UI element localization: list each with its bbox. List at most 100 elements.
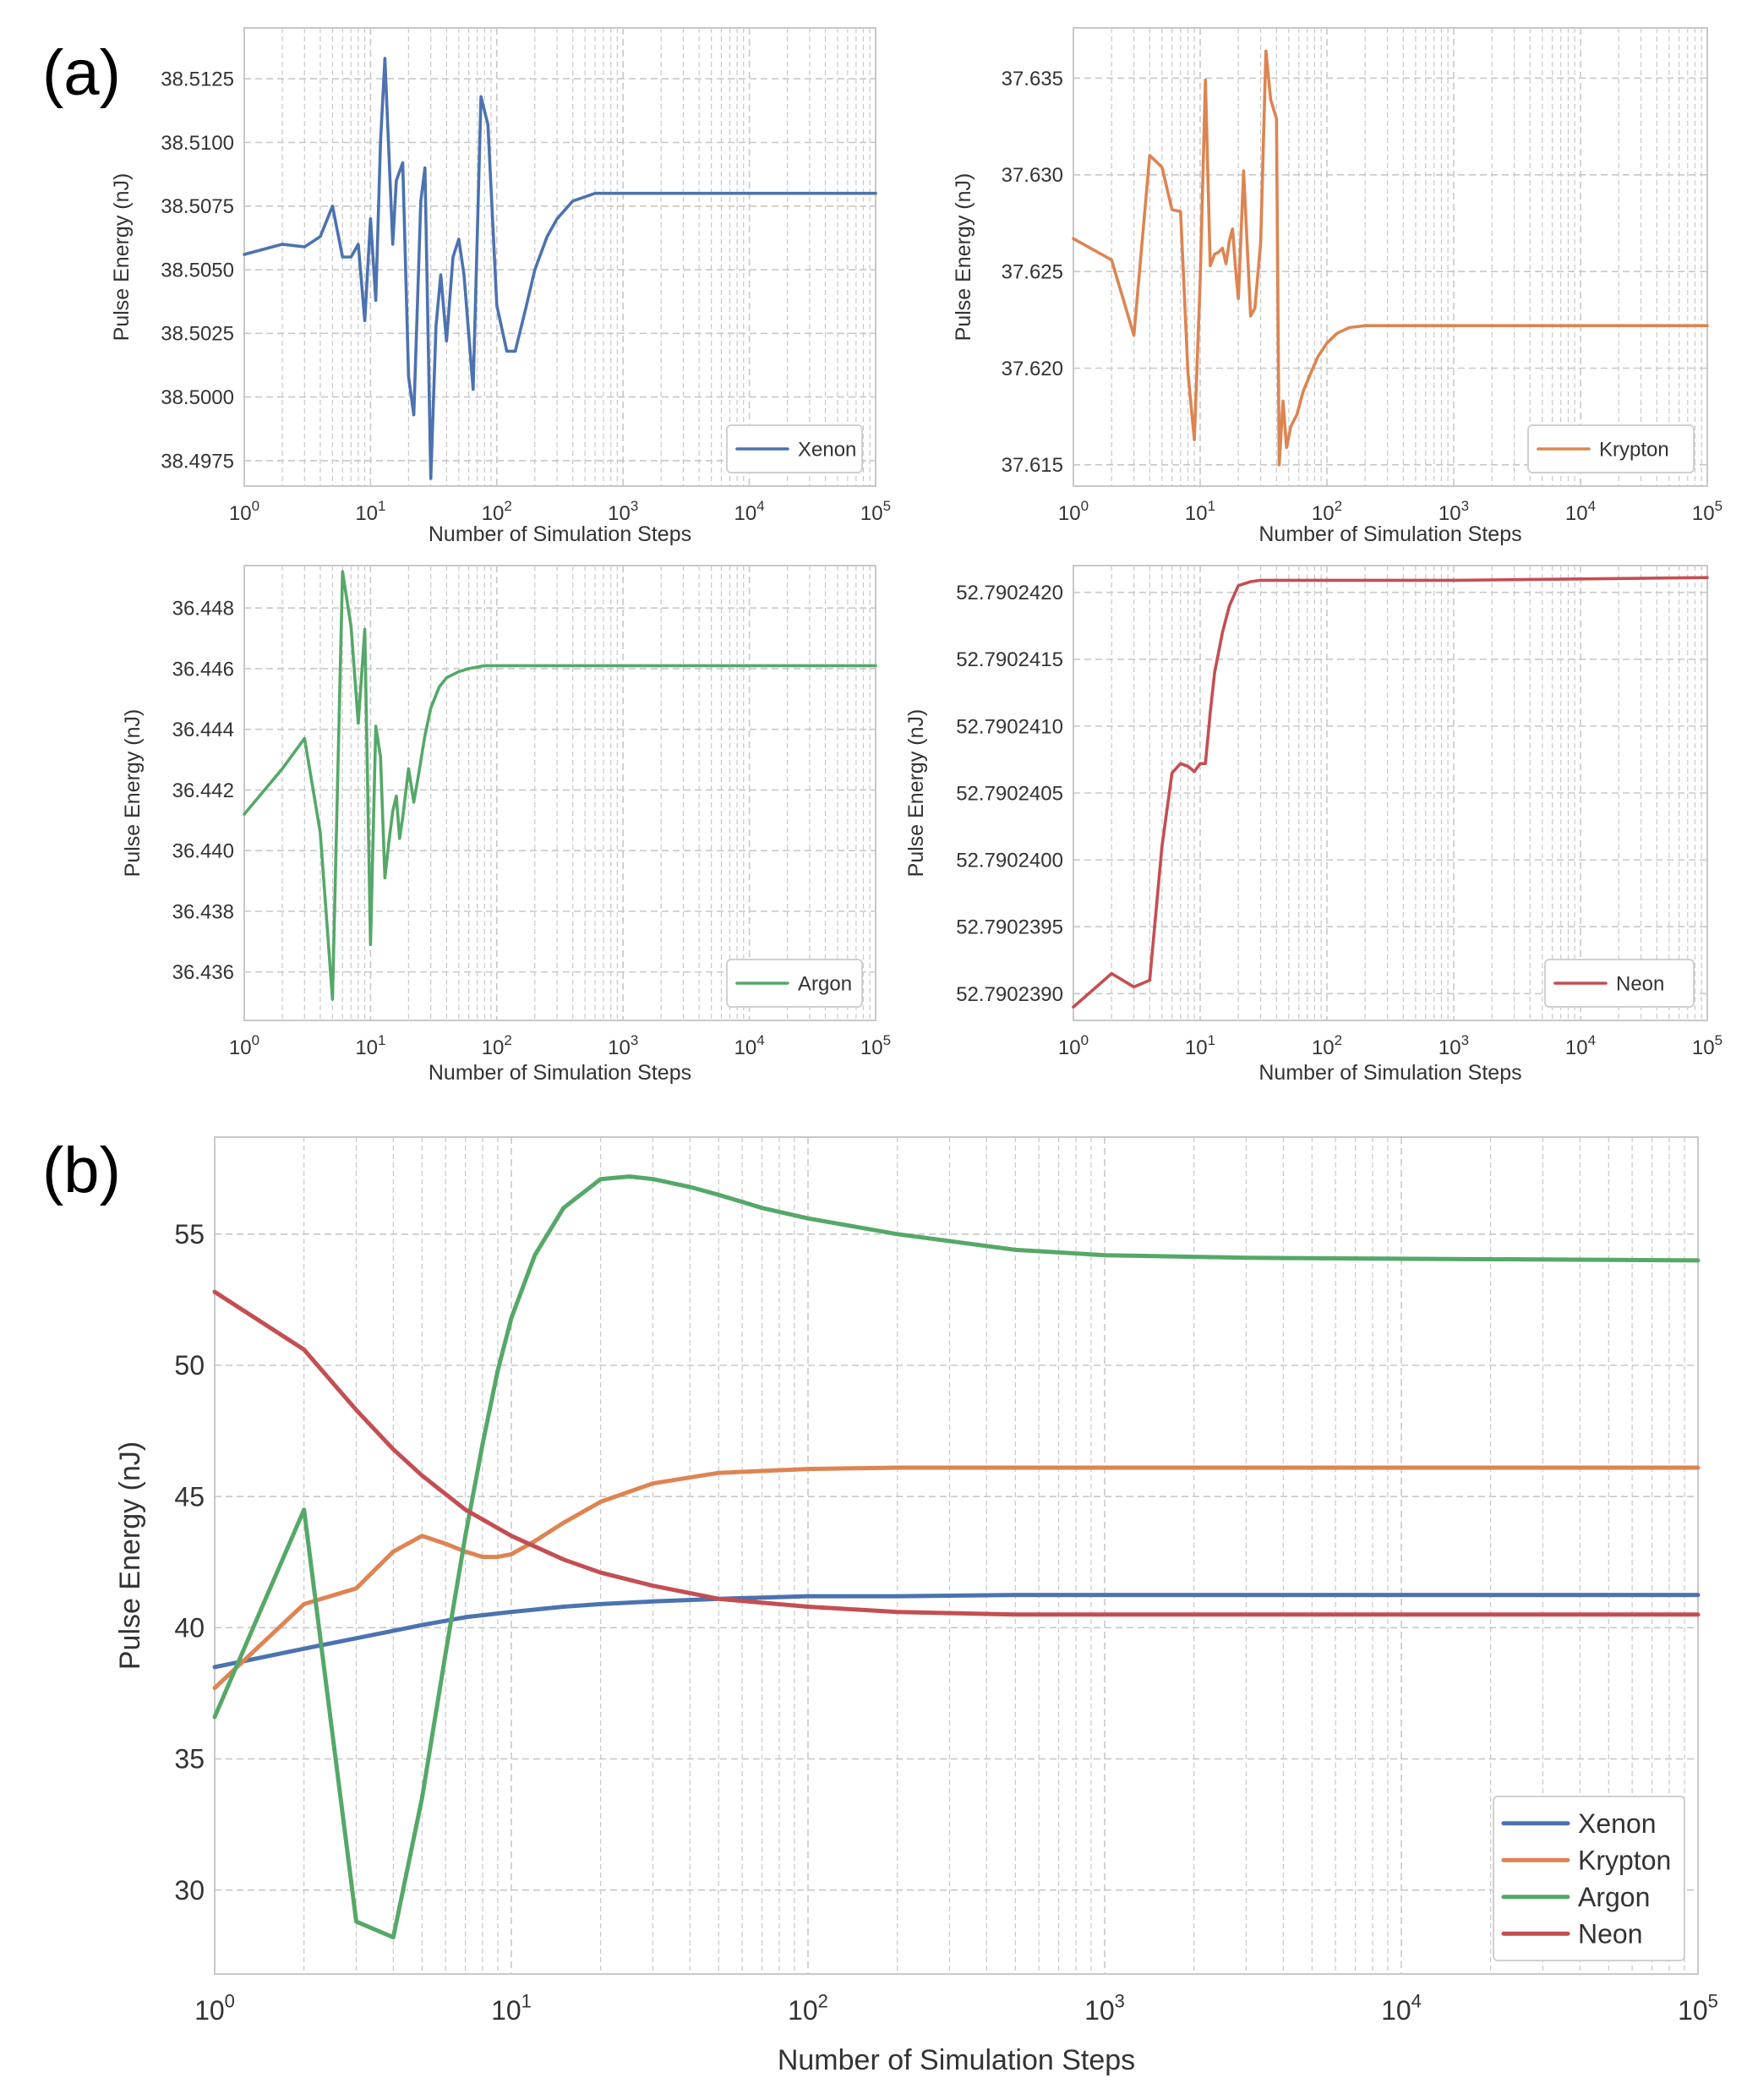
y-tick-label: 37.625: [1002, 261, 1063, 284]
chart-0: 100 101 102 103 104 105 38.4975 38.5000 38.5025 3…: [110, 27, 891, 546]
y-tick-label: 30: [174, 1875, 205, 1906]
series-line-xenon: [212, 1593, 1701, 1670]
y-tick-label: 40: [174, 1613, 205, 1643]
y-axis-label: Pulse Energy (nJ): [904, 709, 928, 878]
x-tick-label: 103: [608, 1032, 638, 1059]
y-tick-label: 38.5075: [161, 195, 234, 218]
y-tick-label: 36.448: [172, 598, 234, 621]
x-axis-label: Number of Simulation Steps: [429, 522, 691, 546]
y-tick-label: 36.442: [172, 779, 234, 802]
legend-label-krypton: Krypton: [1599, 438, 1669, 461]
x-tick-label: 104: [1565, 1032, 1596, 1059]
legend-label-xenon: Xenon: [1578, 1808, 1657, 1839]
x-tick-label: 104: [734, 1032, 765, 1059]
y-tick-label: 38.5025: [161, 323, 234, 346]
x-tick-label: 104: [734, 498, 765, 525]
y-tick-label: 52.7902400: [956, 850, 1063, 872]
y-tick-label: 52.7902420: [956, 582, 1063, 604]
y-axis-label: Pulse Energy (nJ): [121, 709, 145, 878]
y-tick-label: 55: [174, 1219, 205, 1250]
series-line-neon: [1072, 576, 1709, 1009]
y-axis-label: Pulse Energy (nJ): [110, 173, 134, 342]
plot-frame: [1073, 27, 1708, 487]
x-tick-label: 102: [788, 1991, 828, 2026]
series-line-argon: [243, 570, 877, 1001]
x-tick-label: 100: [1058, 498, 1089, 525]
legend-box: [726, 959, 863, 1008]
y-tick-label: 50: [174, 1350, 205, 1381]
x-tick-label: 100: [229, 498, 259, 525]
y-tick-label: 36.438: [172, 900, 234, 923]
x-tick-label: 100: [229, 1032, 259, 1059]
x-tick-label: 102: [482, 498, 512, 525]
y-tick-label: 52.7902415: [956, 648, 1063, 671]
legend-label-xenon: Xenon: [798, 438, 856, 461]
x-tick-label: 103: [1439, 498, 1469, 525]
y-tick-label: 36.446: [172, 658, 234, 681]
legend-box: [1544, 959, 1695, 1008]
legend-label-krypton: Krypton: [1578, 1845, 1671, 1875]
y-tick-label: 52.7902390: [956, 983, 1063, 1006]
y-tick-label: 37.615: [1002, 454, 1063, 477]
legend-label-neon: Neon: [1616, 972, 1664, 995]
y-tick-label: 52.7902405: [956, 782, 1063, 805]
plot-frame: [243, 27, 876, 487]
y-tick-label: 37.630: [1002, 164, 1063, 187]
x-tick-label: 101: [355, 498, 385, 525]
x-tick-label: 103: [1084, 1991, 1125, 2026]
y-tick-label: 52.7902410: [956, 715, 1063, 738]
series-line-krypton: [1072, 49, 1709, 467]
x-axis-label: Number of Simulation Steps: [1258, 1061, 1521, 1085]
x-axis-label: Number of Simulation Steps: [1258, 522, 1521, 546]
x-tick-label: 102: [1312, 498, 1342, 525]
y-axis-label: Pulse Energy (nJ): [114, 1441, 146, 1670]
x-tick-label: 102: [482, 1032, 512, 1059]
x-tick-label: 105: [860, 498, 891, 525]
x-tick-label: 103: [1439, 1032, 1469, 1059]
plot-frame: [214, 1136, 1699, 1975]
chart-1: 100 101 102 103 104 105 37.615 37.620 37.625 37.6…: [952, 27, 1722, 546]
y-tick-label: 38.5100: [161, 132, 234, 155]
x-tick-label: 101: [355, 1032, 385, 1059]
legend-box: [726, 424, 863, 473]
x-tick-label: 103: [608, 498, 638, 525]
y-tick-label: 35: [174, 1744, 205, 1775]
x-tick-label: 105: [1692, 498, 1722, 525]
y-tick-label: 45: [174, 1481, 205, 1512]
x-tick-label: 101: [1185, 498, 1215, 525]
plot-frame: [1073, 565, 1708, 1021]
x-tick-label: 100: [194, 1991, 235, 2026]
legend-label-argon: Argon: [1578, 1882, 1650, 1912]
y-tick-label: 52.7902395: [956, 916, 1063, 939]
x-axis-label: Number of Simulation Steps: [429, 1061, 691, 1085]
y-tick-label: 36.440: [172, 840, 234, 863]
chart-2: 100 101 102 103 104 105 36.436 36.438 36.440 36.4…: [121, 565, 891, 1085]
x-tick-label: 105: [1692, 1032, 1722, 1059]
plot-frame: [243, 565, 876, 1021]
y-tick-label: 37.635: [1002, 68, 1063, 90]
y-tick-label: 38.5050: [161, 259, 234, 282]
x-tick-label: 105: [860, 1032, 891, 1059]
x-tick-label: 101: [491, 1991, 532, 2026]
y-tick-label: 38.5000: [161, 386, 234, 409]
legend-label-argon: Argon: [798, 972, 852, 995]
chart-3: 100 101 102 103 104 105 52.7902390 52.7902395 52…: [904, 565, 1722, 1085]
y-tick-label: 36.436: [172, 961, 234, 984]
panel-label-a: (a): [42, 37, 121, 109]
series-line-neon: [212, 1289, 1701, 1617]
panel-label-b: (b): [42, 1135, 121, 1206]
y-tick-label: 38.5125: [161, 68, 234, 91]
y-tick-label: 38.4975: [161, 450, 234, 473]
x-tick-label: 105: [1678, 1991, 1718, 2026]
series-line-krypton: [212, 1465, 1701, 1691]
x-tick-label: 100: [1058, 1032, 1089, 1059]
legend-label-neon: Neon: [1578, 1918, 1643, 1949]
series-line-xenon: [243, 57, 877, 480]
x-tick-label: 104: [1381, 1991, 1422, 2026]
series-line-argon: [212, 1174, 1701, 1940]
x-tick-label: 104: [1565, 498, 1596, 525]
x-tick-label: 101: [1185, 1032, 1215, 1059]
y-tick-label: 37.620: [1002, 358, 1063, 380]
x-tick-label: 102: [1312, 1032, 1342, 1059]
